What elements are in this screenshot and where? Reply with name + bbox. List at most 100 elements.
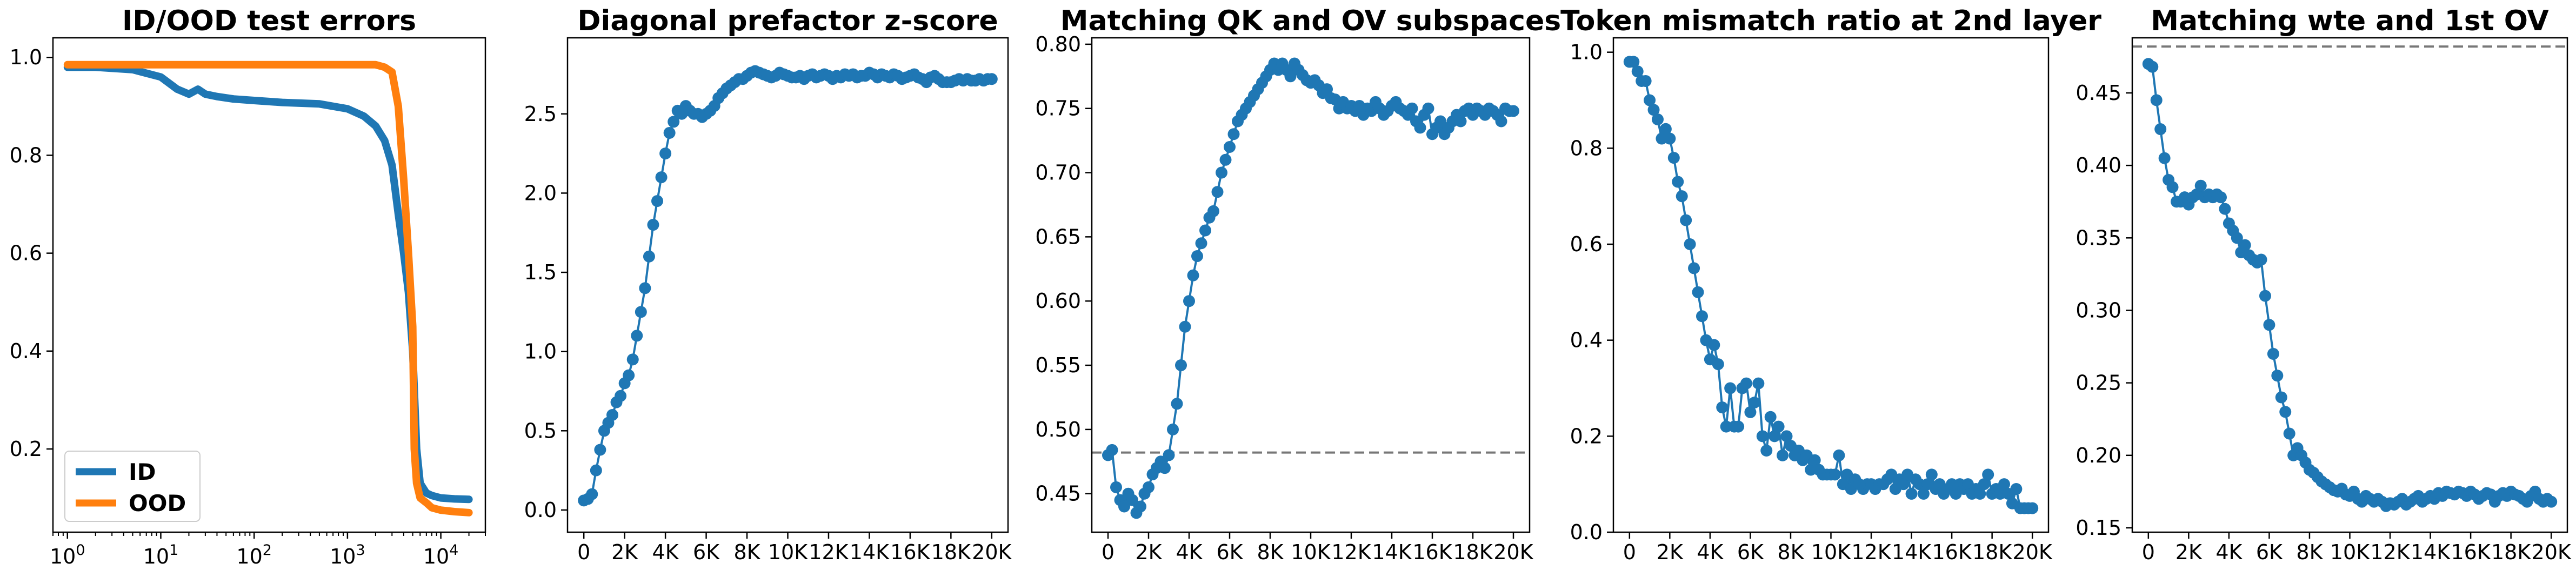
data-point — [1644, 94, 1656, 106]
x-tick-label: 14K — [1892, 540, 1932, 564]
x-tick-label: 2K — [611, 540, 638, 564]
x-tick-label: 2K — [1657, 540, 1684, 564]
data-point — [1171, 398, 1183, 410]
data-point — [1227, 128, 1240, 140]
y-tick-label: 0.70 — [1035, 161, 1081, 185]
y-tick-label: 1.0 — [524, 340, 557, 364]
x-tick-exponent: 4 — [449, 542, 458, 559]
data-point — [1199, 224, 1211, 237]
x-tick-label: 0 — [1623, 540, 1636, 564]
axes-frame — [566, 37, 1009, 533]
chart-title: Matching QK and OV subspaces — [1060, 5, 1561, 37]
y-tick-label: 0.0 — [1570, 520, 1603, 544]
y-tick-label: 0.15 — [2076, 516, 2121, 540]
data-point — [1696, 310, 1708, 323]
x-tick-label: 4K — [652, 540, 679, 564]
data-point — [1284, 70, 1297, 83]
data-point — [1647, 104, 1660, 116]
data-point — [1744, 406, 1757, 418]
x-tick-label: 6K — [2256, 540, 2283, 564]
y-tick-label: 0.4 — [1570, 328, 1603, 352]
data-point — [1777, 449, 1789, 461]
data-point — [2545, 495, 2558, 508]
chart-panel-4: Token mismatch ratio at 2nd layer 0.0 0.2 0… — [1560, 5, 2101, 564]
x-tick-label: 18K — [2491, 540, 2531, 564]
x-tick-label: 12K — [1851, 540, 1891, 564]
data-point — [1688, 262, 1700, 274]
x-tick-exponent: 3 — [356, 542, 365, 559]
x-tick-label: 18K — [1972, 540, 2012, 564]
data-point — [1684, 238, 1696, 250]
x-tick-label: 8K — [2296, 540, 2323, 564]
x-tick-label: 6K — [1216, 540, 1243, 564]
data-point — [586, 488, 598, 500]
data-point — [643, 250, 655, 263]
x-tick-label: 20K — [2532, 540, 2572, 564]
x-tick-label: 20K — [972, 540, 1012, 564]
data-point — [2275, 391, 2287, 404]
x-tick-exponent: 0 — [76, 542, 85, 559]
x-tick-label: 2K — [1135, 540, 1162, 564]
chart-panel-5: Matching wte and 1st OV 0.15 0.20 0.25 0.30 0… — [2076, 5, 2572, 564]
data-point — [1752, 377, 1765, 390]
x-tick-label: 12K — [809, 540, 849, 564]
data-point — [1978, 478, 1990, 491]
data-point — [1712, 358, 1724, 371]
data-point — [1321, 83, 1333, 96]
data-point — [1639, 75, 1652, 87]
data-point — [1664, 132, 1676, 145]
data-point — [2158, 152, 2171, 164]
data-point — [1207, 205, 1219, 217]
x-tick-label: 12K — [2370, 540, 2410, 564]
x-tick-label: 16K — [1932, 540, 1972, 564]
y-tick-label: 0.8 — [10, 143, 42, 167]
x-tick-label: 14K — [2411, 540, 2451, 564]
y-tick-label: 1.5 — [524, 260, 557, 284]
data-point — [659, 147, 672, 160]
x-tick-label: 8K — [1257, 540, 1284, 564]
data-point — [1422, 102, 1434, 115]
data-point — [1219, 153, 1232, 166]
y-tick-label: 2.5 — [524, 102, 557, 126]
y-tick-label: 1.0 — [10, 45, 42, 69]
x-tick-label: 16K — [1412, 540, 1452, 564]
x-tick-exponent: 1 — [169, 542, 178, 559]
x-tick-label: 12K — [1331, 540, 1371, 564]
data-point — [1224, 141, 1236, 153]
data-point — [1708, 339, 1720, 351]
data-point — [651, 195, 664, 207]
data-point — [1897, 478, 1910, 491]
data-point — [1211, 186, 1224, 198]
x-tick-label: 14K — [850, 540, 890, 564]
y-tick-label: 0.60 — [1035, 289, 1081, 313]
legend-label: ID — [129, 459, 156, 485]
data-point — [1780, 430, 1793, 442]
data-point — [594, 444, 606, 456]
data-point — [1769, 430, 1781, 442]
data-point — [1110, 481, 1122, 493]
data-point — [1974, 487, 1986, 500]
data-point — [1143, 481, 1154, 493]
data-point — [626, 353, 639, 366]
x-tick-label: 101 — [143, 542, 179, 568]
chart-title: Token mismatch ratio at 2nd layer — [1560, 5, 2101, 37]
y-tick-label: 0.6 — [10, 242, 42, 265]
data-point — [1772, 420, 1785, 433]
y-tick-label: 0.2 — [10, 437, 42, 461]
data-point — [1676, 190, 1688, 203]
y-tick-label: 1.0 — [1570, 41, 1603, 64]
y-tick-label: 0.45 — [1035, 482, 1081, 506]
legend-label: OOD — [129, 490, 186, 517]
y-tick-label: 0.2 — [1570, 424, 1603, 448]
x-tick-base: 10 — [330, 545, 356, 568]
data-point — [2146, 61, 2159, 73]
x-tick-label: 10K — [1291, 540, 1331, 564]
data-point — [1667, 152, 1680, 164]
data-point — [1187, 269, 1199, 281]
axes-frame — [52, 37, 486, 533]
y-tick-label: 0.30 — [2076, 298, 2121, 322]
data-point — [2267, 347, 2279, 360]
data-point — [1183, 295, 1195, 307]
